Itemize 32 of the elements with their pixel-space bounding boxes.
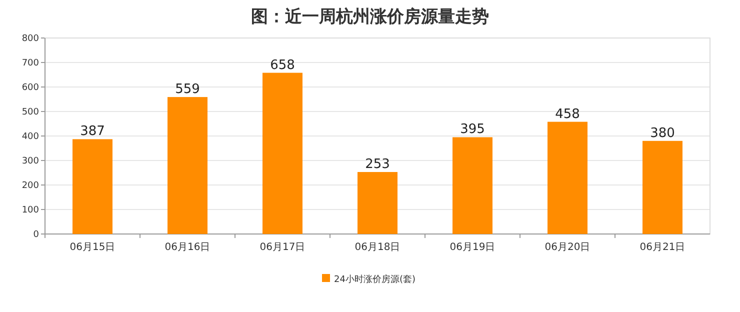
x-tick-label: 06月15日 xyxy=(70,242,116,253)
data-label: 387 xyxy=(80,124,105,140)
x-tick-label: 06月20日 xyxy=(544,242,590,253)
y-tick-label: 500 xyxy=(22,108,40,118)
y-tick-label: 800 xyxy=(22,34,40,44)
data-label: 395 xyxy=(460,122,485,138)
x-tick-label: 06月21日 xyxy=(640,242,686,253)
data-label: 658 xyxy=(270,58,295,73)
y-tick-label: 300 xyxy=(22,156,40,166)
chart-title: 图：近一周杭州涨价房源量走势 xyxy=(251,7,489,27)
data-label: 380 xyxy=(650,126,675,141)
data-label: 253 xyxy=(365,157,390,172)
x-tick-label: 06月16日 xyxy=(164,242,210,253)
y-tick-label: 100 xyxy=(22,206,40,216)
x-tick-label: 06月18日 xyxy=(354,242,400,253)
bar xyxy=(548,122,588,234)
bar xyxy=(262,72,302,234)
y-tick-label: 200 xyxy=(22,181,40,191)
y-tick-label: 700 xyxy=(22,58,40,68)
x-tick-label: 06月19日 xyxy=(450,242,496,253)
y-tick-label: 600 xyxy=(22,83,40,93)
bar xyxy=(168,97,208,234)
legend-label: 24小时涨价房源(套) xyxy=(334,274,416,285)
y-tick-label: 0 xyxy=(33,230,40,240)
data-label: 458 xyxy=(555,106,580,122)
data-label: 559 xyxy=(175,82,200,98)
bar xyxy=(358,172,398,234)
bar xyxy=(452,137,492,234)
x-tick-label: 06月17日 xyxy=(260,242,306,253)
bar xyxy=(642,140,682,234)
bar xyxy=(72,139,112,234)
y-tick-label: 400 xyxy=(22,132,40,142)
